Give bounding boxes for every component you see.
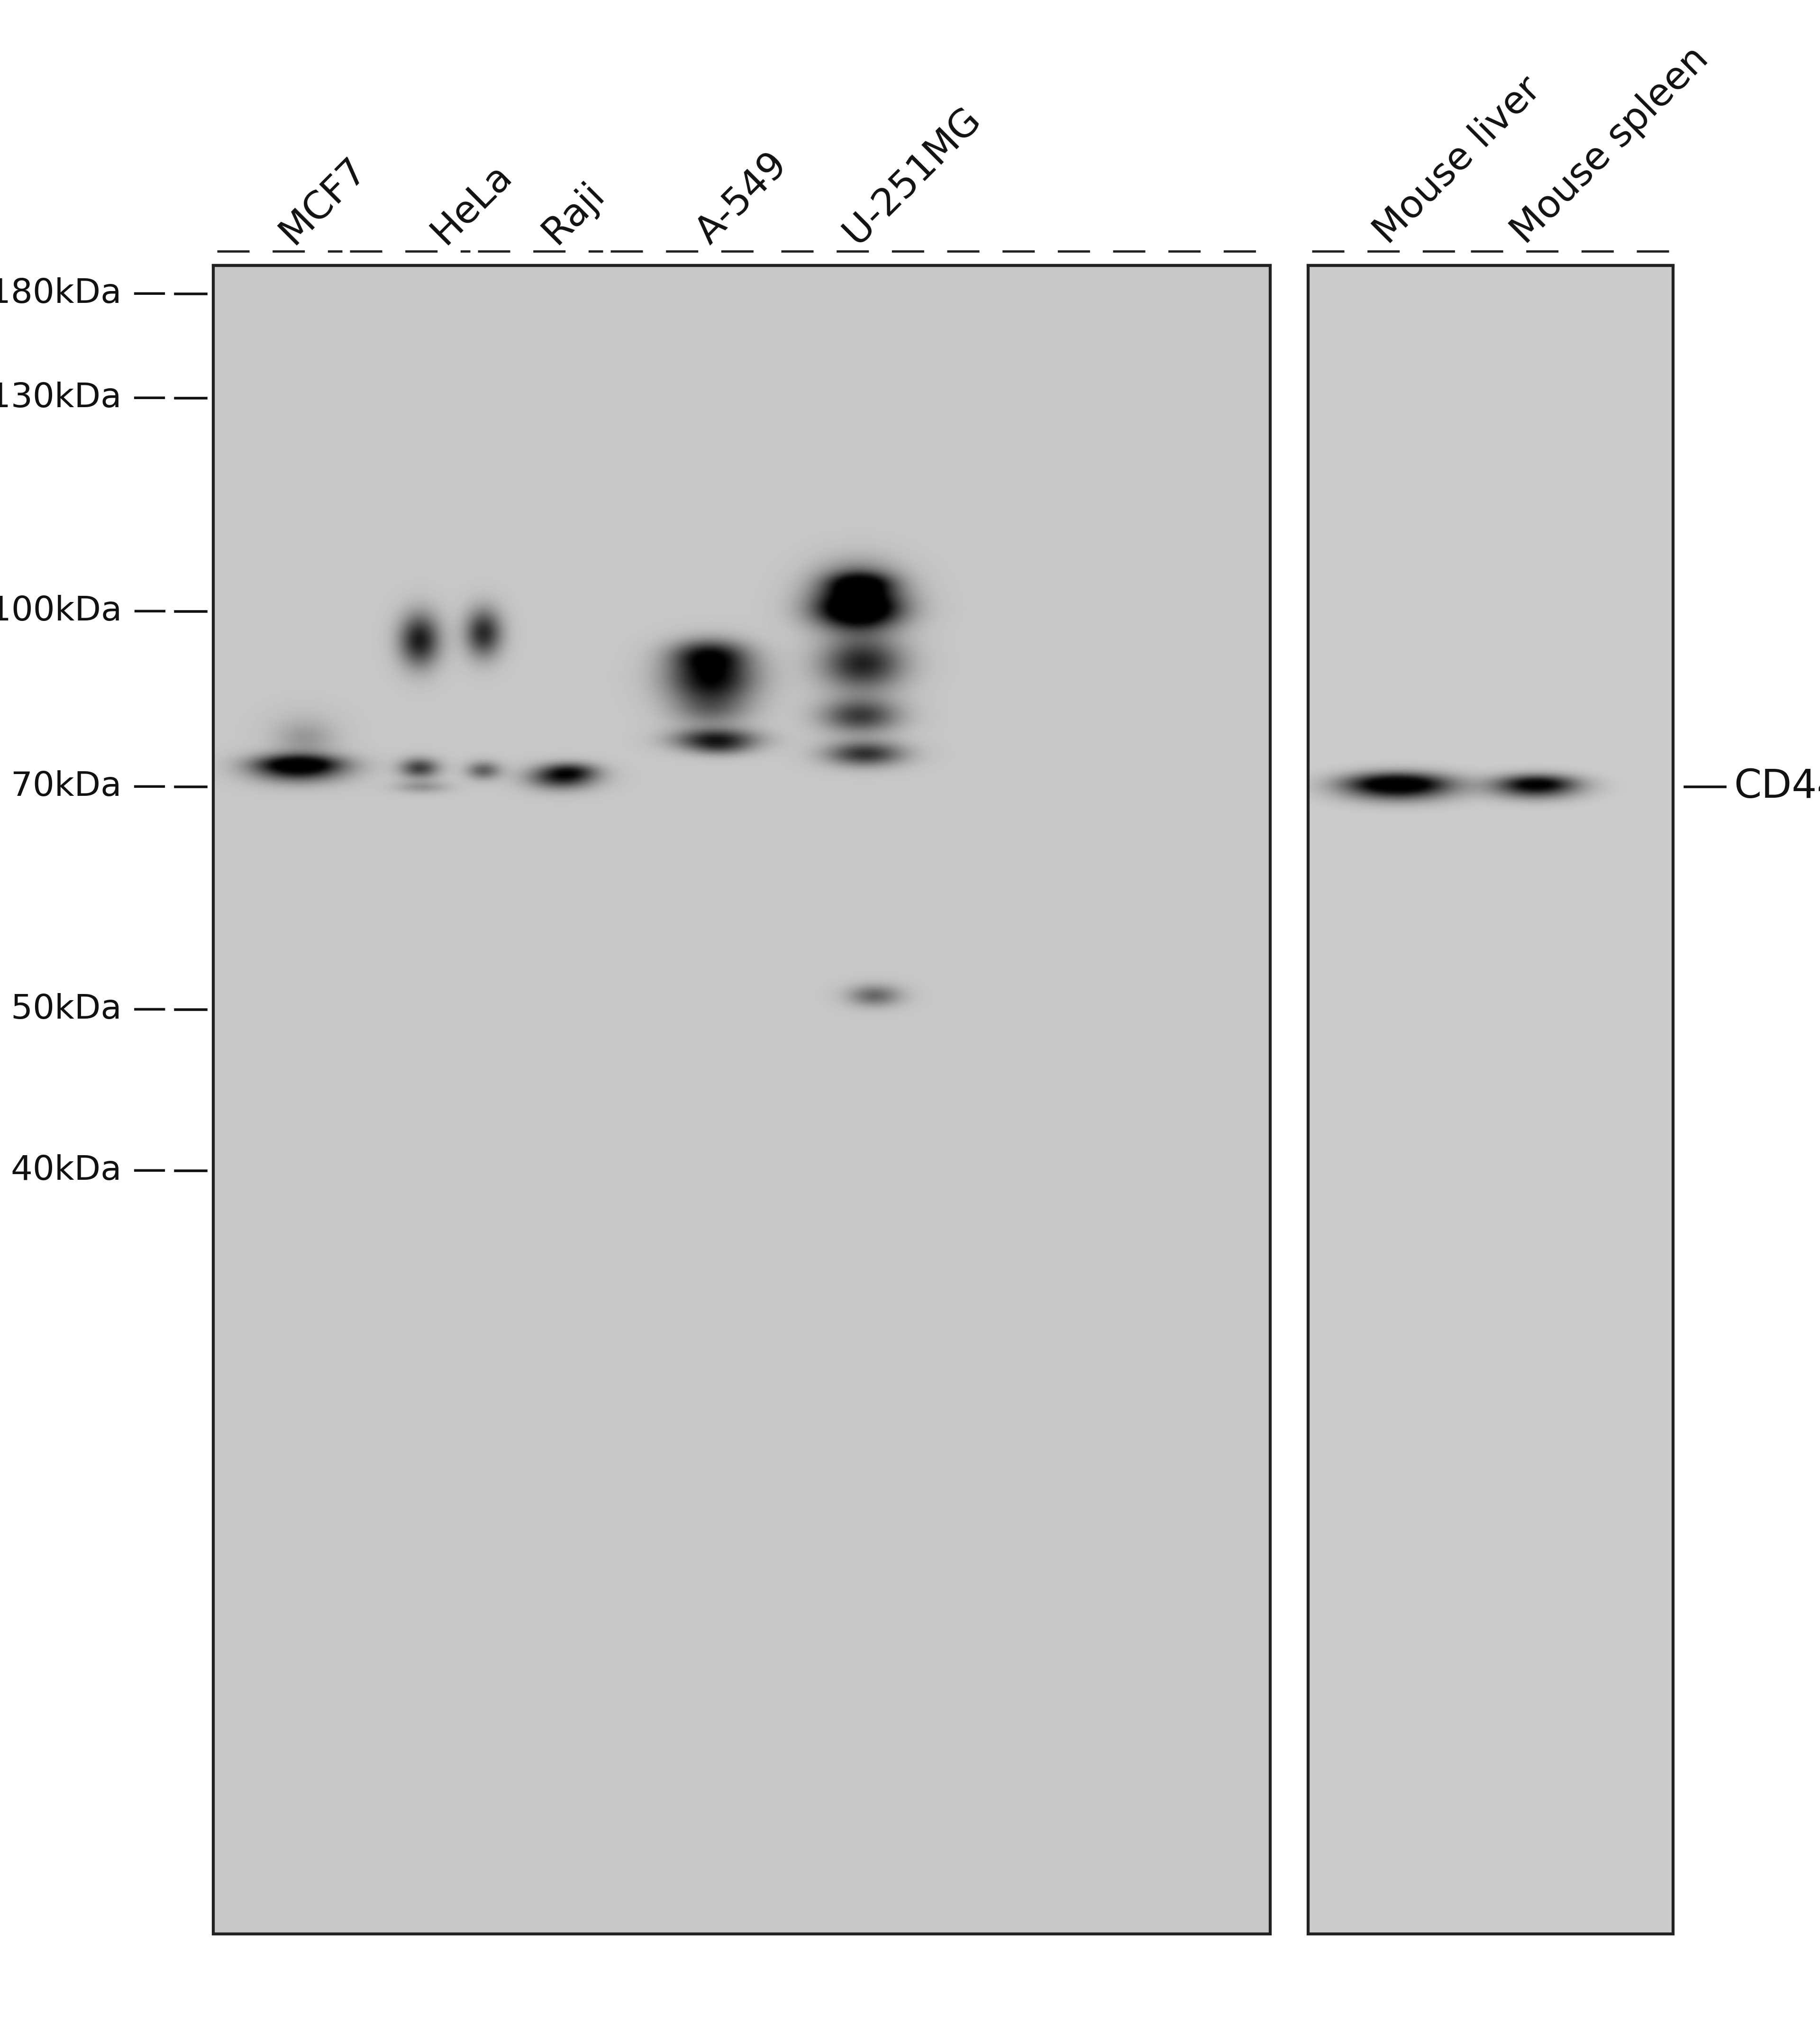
Bar — [213, 265, 1270, 1935]
Text: U-251MG: U-251MG — [837, 99, 988, 251]
Text: 50kDa —: 50kDa — — [11, 994, 167, 1026]
Text: Mouse spleen: Mouse spleen — [1505, 40, 1716, 251]
Text: 180kDa —: 180kDa — — [0, 277, 167, 310]
Text: A-549: A-549 — [690, 146, 795, 251]
Text: 40kDa —: 40kDa — — [11, 1154, 167, 1188]
Text: 130kDa —: 130kDa — — [0, 383, 167, 415]
Text: CD44: CD44 — [1734, 767, 1820, 806]
Text: Mouse liver: Mouse liver — [1367, 71, 1549, 251]
Bar — [1309, 265, 1673, 1935]
Text: 70kDa —: 70kDa — — [11, 771, 167, 804]
Text: HeLa: HeLa — [424, 156, 519, 251]
Text: MCF7: MCF7 — [273, 150, 373, 251]
Text: Raji: Raji — [535, 176, 612, 251]
Text: 100kDa —: 100kDa — — [0, 595, 167, 627]
